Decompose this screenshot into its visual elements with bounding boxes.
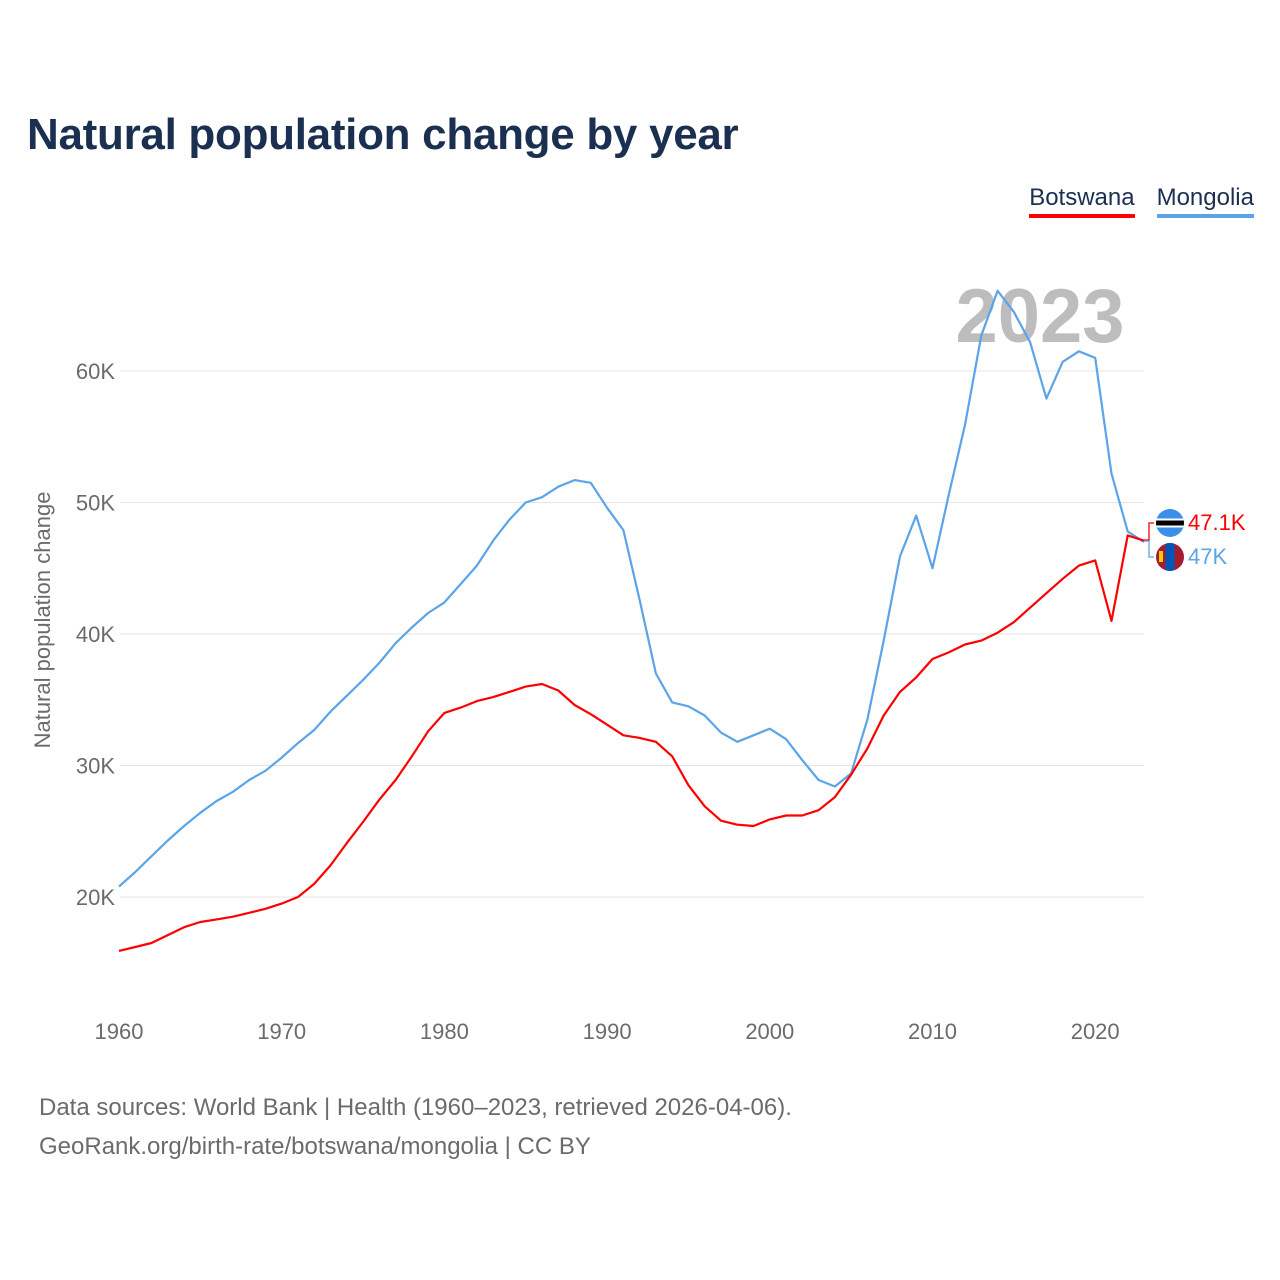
y-tick-label: 20K <box>76 885 115 910</box>
end-label-mongolia: 47K <box>1188 544 1227 569</box>
source-link[interactable]: GeoRank.org/birth-rate/botswana/mongolia… <box>39 1133 591 1160</box>
series-line-mongolia <box>118 289 1145 888</box>
legend-item-mongolia[interactable]: Mongolia <box>1156 184 1254 218</box>
x-tick-label: 1970 <box>257 1019 306 1044</box>
botswana-flag-icon <box>1156 509 1184 537</box>
x-tick-label: 1990 <box>583 1019 632 1044</box>
end-connectors <box>1144 522 1154 558</box>
x-tick-label: 2000 <box>745 1019 794 1044</box>
x-tick-label: 1960 <box>95 1019 144 1044</box>
year-overlay: 2023 <box>955 274 1124 359</box>
x-tick-label: 1980 <box>420 1019 469 1044</box>
legend: Botswana Mongolia <box>1029 184 1254 218</box>
x-tick-label: 2010 <box>908 1019 957 1044</box>
y-tick-label: 60K <box>76 359 115 384</box>
y-tick-label: 30K <box>76 754 115 779</box>
mongolia-flag-icon <box>1156 543 1184 571</box>
series-line-botswana <box>118 534 1145 952</box>
y-axis-label: Natural population change <box>30 492 55 749</box>
end-label-botswana: 47.1K <box>1188 510 1246 535</box>
y-tick-label: 50K <box>76 491 115 516</box>
source-note: Data sources: World Bank | Health (1960–… <box>39 1088 792 1166</box>
x-tick-label: 2020 <box>1071 1019 1120 1044</box>
y-tick-label: 40K <box>76 622 115 647</box>
legend-item-botswana[interactable]: Botswana <box>1029 184 1135 218</box>
chart-title: Natural population change by year <box>27 110 739 159</box>
source-line: Data sources: World Bank | Health (1960–… <box>39 1094 792 1121</box>
